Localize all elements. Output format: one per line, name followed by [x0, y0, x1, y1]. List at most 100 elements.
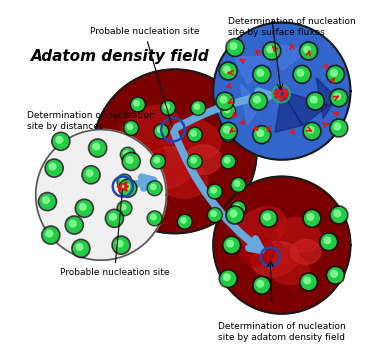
- Circle shape: [299, 273, 318, 291]
- Circle shape: [162, 102, 174, 114]
- Circle shape: [303, 209, 321, 228]
- Circle shape: [123, 184, 130, 190]
- Circle shape: [209, 186, 221, 198]
- Circle shape: [334, 93, 341, 100]
- Polygon shape: [234, 57, 275, 84]
- Polygon shape: [282, 91, 330, 126]
- Circle shape: [324, 237, 330, 244]
- Ellipse shape: [169, 119, 221, 159]
- Circle shape: [301, 275, 316, 289]
- Circle shape: [249, 92, 268, 110]
- Circle shape: [211, 188, 216, 193]
- Circle shape: [221, 127, 236, 142]
- Circle shape: [222, 236, 241, 254]
- Circle shape: [76, 244, 83, 250]
- Circle shape: [83, 167, 98, 182]
- Circle shape: [293, 65, 311, 83]
- Text: Determination of nucleation
site by surface fluxes: Determination of nucleation site by surf…: [228, 18, 356, 37]
- Circle shape: [116, 240, 123, 247]
- Circle shape: [43, 197, 49, 204]
- Circle shape: [308, 94, 323, 109]
- Circle shape: [252, 126, 271, 144]
- Circle shape: [65, 216, 83, 234]
- Ellipse shape: [185, 145, 221, 174]
- Circle shape: [207, 184, 222, 199]
- Ellipse shape: [278, 218, 321, 252]
- Circle shape: [114, 238, 129, 253]
- Circle shape: [189, 155, 201, 167]
- Circle shape: [330, 206, 348, 224]
- Circle shape: [224, 107, 230, 113]
- Circle shape: [228, 40, 242, 55]
- Circle shape: [120, 181, 135, 196]
- Circle shape: [56, 137, 63, 143]
- Text: Adatom density field: Adatom density field: [31, 49, 209, 64]
- Circle shape: [181, 218, 186, 223]
- Circle shape: [219, 62, 238, 80]
- Circle shape: [122, 149, 134, 161]
- Ellipse shape: [121, 106, 180, 156]
- Circle shape: [127, 124, 132, 129]
- Circle shape: [234, 181, 240, 186]
- Circle shape: [321, 234, 336, 249]
- Ellipse shape: [237, 207, 286, 249]
- Circle shape: [306, 92, 325, 110]
- Circle shape: [219, 122, 238, 140]
- Circle shape: [164, 104, 169, 109]
- Circle shape: [211, 211, 216, 217]
- Circle shape: [331, 208, 346, 223]
- Circle shape: [187, 127, 202, 142]
- Text: Probable nucleation site: Probable nucleation site: [90, 27, 199, 127]
- Polygon shape: [316, 77, 337, 119]
- Circle shape: [187, 154, 202, 169]
- Circle shape: [82, 166, 100, 184]
- Ellipse shape: [291, 240, 321, 264]
- Ellipse shape: [138, 147, 195, 189]
- Circle shape: [118, 202, 131, 214]
- Circle shape: [232, 202, 244, 214]
- Circle shape: [125, 122, 137, 134]
- Circle shape: [263, 42, 281, 60]
- Circle shape: [189, 129, 201, 141]
- Circle shape: [305, 124, 319, 139]
- Circle shape: [149, 182, 161, 194]
- Circle shape: [177, 214, 192, 229]
- Circle shape: [154, 158, 160, 163]
- Circle shape: [52, 132, 70, 150]
- Circle shape: [130, 97, 145, 112]
- Circle shape: [223, 127, 230, 133]
- Circle shape: [117, 174, 132, 189]
- Circle shape: [67, 218, 82, 233]
- Polygon shape: [241, 84, 261, 126]
- Polygon shape: [35, 129, 167, 261]
- Circle shape: [221, 63, 236, 78]
- Circle shape: [120, 147, 135, 162]
- Circle shape: [53, 134, 68, 149]
- Circle shape: [331, 90, 346, 105]
- Circle shape: [155, 125, 167, 137]
- Circle shape: [121, 204, 126, 210]
- Circle shape: [119, 179, 137, 197]
- Circle shape: [38, 193, 57, 211]
- Circle shape: [223, 66, 230, 73]
- Circle shape: [110, 214, 116, 220]
- Circle shape: [154, 124, 169, 139]
- Circle shape: [126, 157, 133, 163]
- Circle shape: [151, 215, 156, 220]
- Circle shape: [147, 211, 162, 226]
- Ellipse shape: [251, 241, 299, 276]
- Ellipse shape: [268, 254, 309, 284]
- Circle shape: [326, 65, 345, 83]
- Polygon shape: [268, 43, 309, 70]
- Circle shape: [222, 155, 234, 167]
- Circle shape: [319, 233, 338, 251]
- Circle shape: [230, 210, 237, 217]
- Circle shape: [231, 201, 246, 216]
- Circle shape: [151, 184, 156, 190]
- Circle shape: [45, 159, 64, 177]
- Circle shape: [330, 119, 348, 137]
- Circle shape: [149, 212, 161, 224]
- Circle shape: [303, 122, 321, 140]
- Circle shape: [72, 239, 90, 258]
- Circle shape: [259, 209, 278, 228]
